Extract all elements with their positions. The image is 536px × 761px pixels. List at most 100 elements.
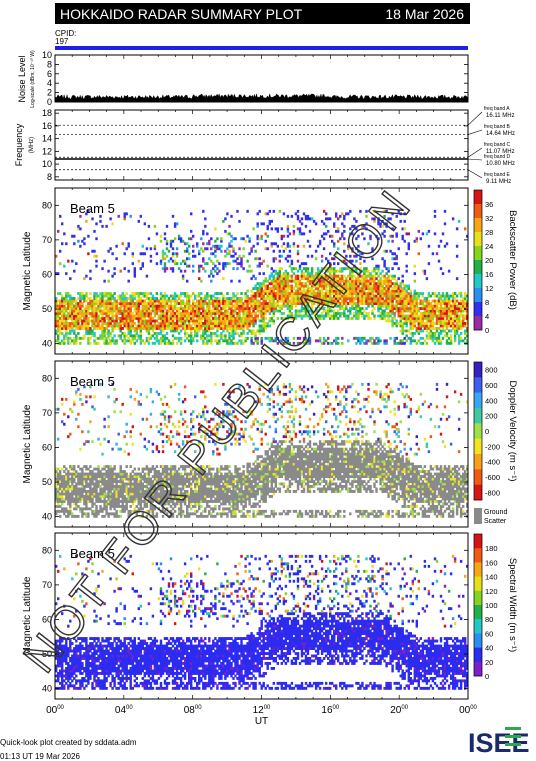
- power-cell: [262, 289, 265, 293]
- power-cell: [457, 304, 461, 308]
- power-cell: [256, 307, 259, 310]
- power-cell: [230, 307, 233, 310]
- power-cell: [208, 339, 211, 343]
- power-cell: [256, 237, 259, 241]
- power-cell: [137, 302, 141, 305]
- power-cell: [175, 319, 179, 323]
- power-cell: [274, 257, 278, 261]
- power-cell: [335, 339, 338, 343]
- power-cell: [345, 277, 348, 281]
- power-cell: [302, 314, 306, 318]
- power-cell: [296, 299, 300, 303]
- power-cell: [351, 282, 354, 286]
- power-cell: [153, 319, 157, 323]
- power-cell: [385, 314, 388, 318]
- power-cell: [266, 292, 269, 295]
- power-cell: [294, 297, 298, 300]
- power-cell: [103, 307, 106, 310]
- power-cell: [204, 309, 207, 313]
- power-cell: [97, 317, 100, 320]
- vel-cell: [107, 465, 110, 468]
- power-cell: [337, 292, 340, 295]
- power-cell: [270, 272, 274, 276]
- vel-cell: [89, 482, 92, 486]
- power-cell: [464, 302, 467, 305]
- vel-cell: [93, 490, 96, 493]
- power-cell: [304, 289, 308, 293]
- power-cell: [210, 309, 213, 313]
- power-cell: [459, 304, 463, 308]
- power-cell: [453, 304, 457, 308]
- power-cell: [353, 274, 356, 278]
- power-cell: [169, 307, 173, 310]
- vel-cell: [103, 490, 106, 493]
- power-cell: [296, 269, 300, 273]
- power-cell: [292, 242, 296, 246]
- power-cell: [200, 314, 203, 318]
- power-cell: [339, 289, 342, 293]
- power-cell: [109, 339, 112, 343]
- power-cell: [431, 292, 435, 295]
- power-cell: [425, 232, 429, 236]
- power-cell: [87, 341, 90, 345]
- power-cell: [113, 322, 116, 325]
- power-cell: [61, 299, 64, 303]
- power-cell: [135, 317, 139, 320]
- vel-cell: [59, 485, 62, 488]
- power-cell: [224, 262, 227, 266]
- vel-cell: [61, 397, 64, 401]
- power-cell: [163, 339, 167, 343]
- power-cell: [194, 297, 197, 300]
- power-cell: [123, 212, 126, 216]
- power-cell: [419, 314, 423, 318]
- power-cell: [447, 341, 451, 345]
- vel-cell: [99, 442, 102, 446]
- power-cell: [270, 244, 274, 248]
- power-cell: [262, 324, 265, 328]
- power-cell: [361, 289, 364, 293]
- power-cell: [190, 314, 193, 318]
- vel-cell: [115, 442, 118, 446]
- power-cell: [320, 274, 324, 278]
- power-cell: [355, 237, 358, 241]
- power-cell: [286, 254, 290, 258]
- power-cell: [421, 304, 425, 308]
- power-cell: [266, 304, 269, 308]
- power-cell: [347, 244, 350, 248]
- power-cell: [355, 314, 358, 318]
- vel-cell: [65, 507, 68, 511]
- power-cell: [353, 312, 356, 315]
- power-cell: [145, 274, 149, 278]
- vel-cell: [123, 475, 126, 478]
- power-cell: [272, 299, 276, 303]
- power-cell: [417, 322, 421, 325]
- power-cell: [117, 334, 120, 338]
- power-cell: [151, 297, 155, 300]
- power-cell: [268, 312, 272, 315]
- power-cell: [208, 307, 211, 310]
- power-cell: [210, 294, 213, 298]
- power-cell: [268, 297, 272, 300]
- power-cell: [347, 212, 350, 216]
- power-cell: [296, 249, 300, 253]
- power-cell: [147, 297, 151, 300]
- power-cell: [357, 234, 360, 238]
- power-cell: [59, 319, 62, 323]
- power-cell: [431, 322, 435, 325]
- vel-cell: [91, 512, 94, 516]
- power-cell: [435, 294, 439, 298]
- vel-cell: [125, 422, 128, 426]
- power-cell: [194, 294, 197, 298]
- power-cell: [202, 314, 205, 318]
- power-cell: [365, 277, 368, 281]
- power-cell: [105, 317, 108, 320]
- power-cell: [250, 289, 253, 293]
- power-cell: [264, 324, 267, 328]
- power-cell: [409, 294, 413, 298]
- power-cell: [230, 319, 233, 323]
- vel-cell: [55, 492, 58, 496]
- power-cell: [71, 304, 74, 308]
- power-cell: [260, 319, 263, 323]
- power-cell: [224, 299, 227, 303]
- freq-band-value-2: 11.07 MHz: [486, 149, 515, 155]
